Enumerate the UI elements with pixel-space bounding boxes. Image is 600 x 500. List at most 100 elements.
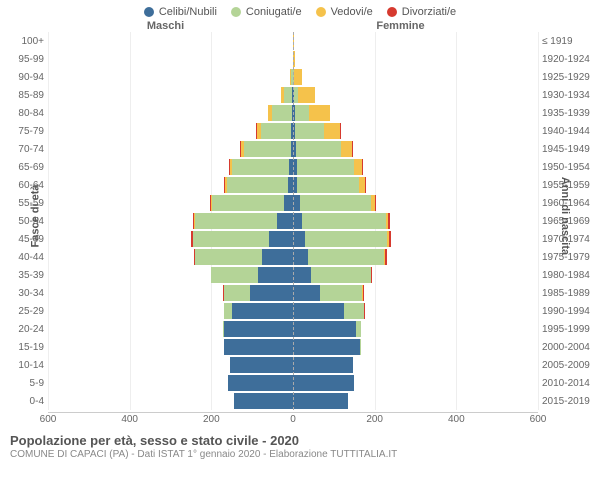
bar-segment [224, 339, 293, 355]
age-label: 5-9 [30, 374, 44, 392]
year-label: 2015-2019 [542, 392, 590, 410]
female-bar [293, 158, 538, 176]
bar-segment [234, 393, 293, 409]
x-tick: 200 [203, 414, 220, 425]
legend-swatch [144, 7, 154, 17]
year-label: ≤ 1919 [542, 32, 573, 50]
bar-segment [293, 249, 308, 265]
bar-segment [228, 375, 293, 391]
male-bar [48, 122, 293, 140]
bar-segment [195, 249, 262, 265]
female-bar [293, 176, 538, 194]
year-label: 1985-1989 [542, 284, 590, 302]
age-label: 90-94 [18, 68, 44, 86]
bar-segment [365, 177, 366, 193]
x-tick: 600 [40, 414, 57, 425]
year-label: 2000-2004 [542, 338, 590, 356]
left-axis-labels: 100+95-9990-9485-8980-8475-7970-7465-696… [0, 32, 48, 410]
bar-segment [272, 105, 292, 121]
male-bar [48, 266, 293, 284]
bar-segment [298, 87, 314, 103]
female-bar [293, 284, 538, 302]
year-label: 1950-1954 [542, 158, 590, 176]
age-label: 35-39 [18, 266, 44, 284]
bar-segment [293, 267, 311, 283]
age-label: 0-4 [30, 392, 44, 410]
age-label: 85-89 [18, 86, 44, 104]
bar-segment [244, 141, 291, 157]
age-label: 65-69 [18, 158, 44, 176]
bar-segment [352, 141, 353, 157]
age-label: 10-14 [18, 356, 44, 374]
female-bar [293, 194, 538, 212]
age-label: 80-84 [18, 104, 44, 122]
bar-segment [311, 267, 370, 283]
female-bar [293, 68, 538, 86]
male-bar [48, 86, 293, 104]
male-bar [48, 158, 293, 176]
legend-item: Divorziati/e [387, 6, 456, 18]
female-bar [293, 212, 538, 230]
female-bar [293, 266, 538, 284]
bar-segment [284, 87, 292, 103]
year-label: 1945-1949 [542, 140, 590, 158]
female-bar [293, 302, 538, 320]
male-bar [48, 176, 293, 194]
year-label: 1965-1969 [542, 212, 590, 230]
footer: Popolazione per età, sesso e stato civil… [0, 427, 600, 460]
legend-item: Vedovi/e [316, 6, 373, 18]
age-label: 25-29 [18, 302, 44, 320]
bar-segment [227, 177, 288, 193]
x-tick: 200 [366, 414, 383, 425]
bar-segment [389, 231, 391, 247]
x-axis-ticks: 6004002000200400600 [48, 412, 538, 427]
male-bar [48, 338, 293, 356]
bar-segment [293, 213, 302, 229]
x-tick: 0 [290, 414, 296, 425]
female-bar [293, 104, 538, 122]
bar-segment [354, 159, 362, 175]
bar-segment [250, 285, 293, 301]
year-label: 1970-1974 [542, 230, 590, 248]
footer-title: Popolazione per età, sesso e stato civil… [10, 433, 590, 448]
age-label: 55-59 [18, 194, 44, 212]
year-label: 1960-1964 [542, 194, 590, 212]
male-bar [48, 302, 293, 320]
legend-label: Divorziati/e [402, 6, 456, 18]
bar-segment [261, 123, 292, 139]
female-bar [293, 374, 538, 392]
year-label: 1940-1944 [542, 122, 590, 140]
bar-segment [212, 195, 283, 211]
male-bar [48, 248, 293, 266]
bar-segment [224, 285, 251, 301]
bar-segment [371, 267, 372, 283]
bar-segment [324, 123, 340, 139]
female-bar [293, 356, 538, 374]
year-label: 2010-2014 [542, 374, 590, 392]
right-axis-labels: ≤ 19191920-19241925-19291930-19341935-19… [538, 32, 600, 410]
male-bar [48, 356, 293, 374]
bar-segment [293, 339, 360, 355]
year-label: 1975-1979 [542, 248, 590, 266]
male-header: Maschi [48, 20, 283, 32]
male-bar [48, 50, 293, 68]
bar-segment [293, 285, 320, 301]
age-label: 30-34 [18, 284, 44, 302]
female-bar [293, 50, 538, 68]
bar-segment [232, 159, 289, 175]
bar-segment [284, 195, 293, 211]
bar-segment [375, 195, 377, 211]
bar-segment [308, 249, 384, 265]
bar-segment [305, 231, 387, 247]
legend-item: Coniugati/e [231, 6, 302, 18]
year-label: 1920-1924 [542, 50, 590, 68]
x-tick: 400 [121, 414, 138, 425]
male-bar [48, 392, 293, 410]
male-bar [48, 320, 293, 338]
age-label: 75-79 [18, 122, 44, 140]
bar-segment [309, 105, 329, 121]
legend-swatch [387, 7, 397, 17]
age-label: 15-19 [18, 338, 44, 356]
bar-segment [344, 303, 364, 319]
year-label: 1980-1984 [542, 266, 590, 284]
